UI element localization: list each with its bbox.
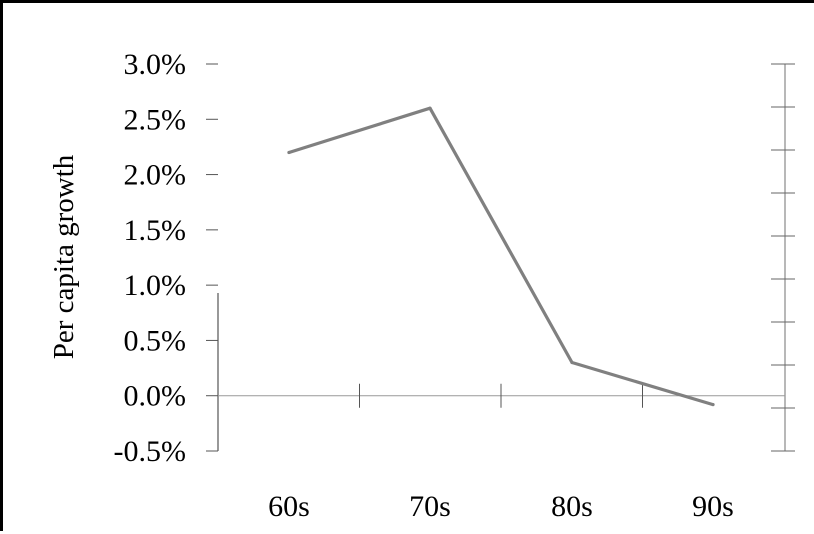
x-category-label: 70s xyxy=(409,490,451,523)
series-layer xyxy=(287,106,715,407)
x-category-label: 80s xyxy=(551,490,593,523)
y-tick-label: 2.5% xyxy=(124,103,187,136)
y-tick-label: 2.0% xyxy=(124,159,187,192)
axes xyxy=(206,63,795,452)
y-tick-label: 1.0% xyxy=(124,269,187,302)
y-tick-label: -0.5% xyxy=(114,435,186,468)
tick-labels: 3.0% 2.5% 2.0% 1.5% 1.0% 0.5% 0.0% -0.5% 60s 70s 8… xyxy=(114,48,734,523)
x-category-label: 90s xyxy=(692,490,734,523)
data-point xyxy=(711,402,715,407)
y-axis-title: Per capita growth xyxy=(48,154,80,359)
y-tick-label: 0.5% xyxy=(124,324,187,357)
y-tick-label: 0.0% xyxy=(124,380,187,413)
series-line xyxy=(287,106,715,407)
x-category-label: 60s xyxy=(268,490,310,523)
data-point xyxy=(428,106,432,110)
y-tick-label: 1.5% xyxy=(124,214,187,247)
data-point xyxy=(287,150,291,155)
data-point xyxy=(570,360,574,365)
line-chart: 3.0% 2.5% 2.0% 1.5% 1.0% 0.5% 0.0% -0.5% 60s 70s 8… xyxy=(48,48,795,523)
y-tick-label: 3.0% xyxy=(124,48,187,81)
